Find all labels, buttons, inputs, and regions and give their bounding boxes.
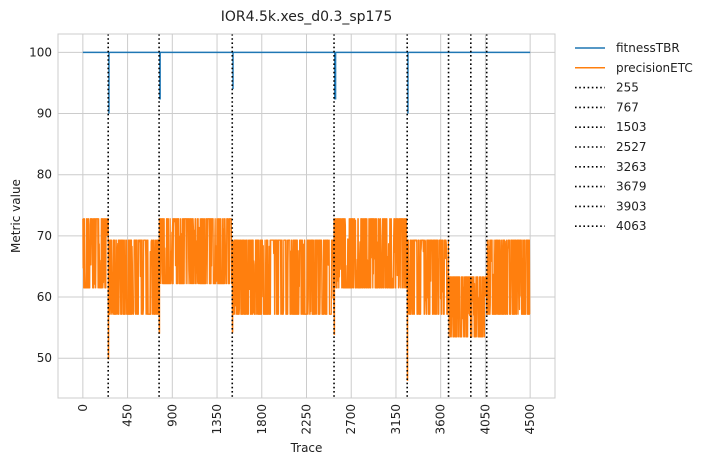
fitnessTBR-dip <box>108 52 110 114</box>
legend-label: 4063 <box>616 219 647 233</box>
legend-label: precisionETC <box>616 61 693 75</box>
x-tick-label: 0 <box>76 404 90 412</box>
x-tick-label: 4050 <box>478 404 492 435</box>
y-tick-label: 50 <box>37 351 52 365</box>
fitnessTBR-dip <box>334 52 337 100</box>
legend-label: 2527 <box>616 140 647 154</box>
y-tick-label: 100 <box>29 45 52 59</box>
chart-title: IOR4.5k.xes_d0.3_sp175 <box>221 9 393 25</box>
fitnessTBR-dip <box>407 52 409 114</box>
x-tick-label: 1350 <box>210 404 224 435</box>
x-axis-label: Trace <box>290 441 323 455</box>
legend-label: 1503 <box>616 120 647 134</box>
fitnessTBR-dip <box>159 52 161 100</box>
legend-label: 767 <box>616 100 639 114</box>
legend-label: fitnessTBR <box>616 41 680 55</box>
plot-frame <box>57 33 556 399</box>
series-precisionETC <box>82 218 531 338</box>
y-tick-label: 90 <box>37 107 52 121</box>
x-tick-label: 450 <box>121 404 135 427</box>
legend-label: 255 <box>616 81 639 95</box>
x-tick-label: 2250 <box>300 404 314 435</box>
x-tick-label: 4500 <box>523 404 537 435</box>
x-tick-label: 3150 <box>389 404 403 435</box>
y-axis-label: Metric value <box>9 179 23 253</box>
x-tick-label: 1800 <box>255 404 269 435</box>
y-tick-label: 60 <box>37 290 52 304</box>
grid <box>58 34 555 398</box>
x-tick-label: 3600 <box>434 404 448 435</box>
y-tick-label: 80 <box>37 168 52 182</box>
legend-label: 3263 <box>616 160 647 174</box>
change-point-lines <box>107 34 488 398</box>
fitnessTBR-dip <box>232 52 234 90</box>
x-tick-label: 2700 <box>344 404 358 435</box>
y-tick-label: 70 <box>37 229 52 243</box>
legend-label: 3679 <box>616 180 647 194</box>
legend: fitnessTBR precisionETC 255 767 1503 2527 3263… <box>575 41 693 233</box>
tick-labels: 0 450 900 1350 1800 2250 2700 3150 3600 4050 4500 5… <box>29 45 537 434</box>
x-tick-label: 900 <box>165 404 179 427</box>
series-layer <box>82 51 531 381</box>
legend-label: 3903 <box>616 199 647 213</box>
